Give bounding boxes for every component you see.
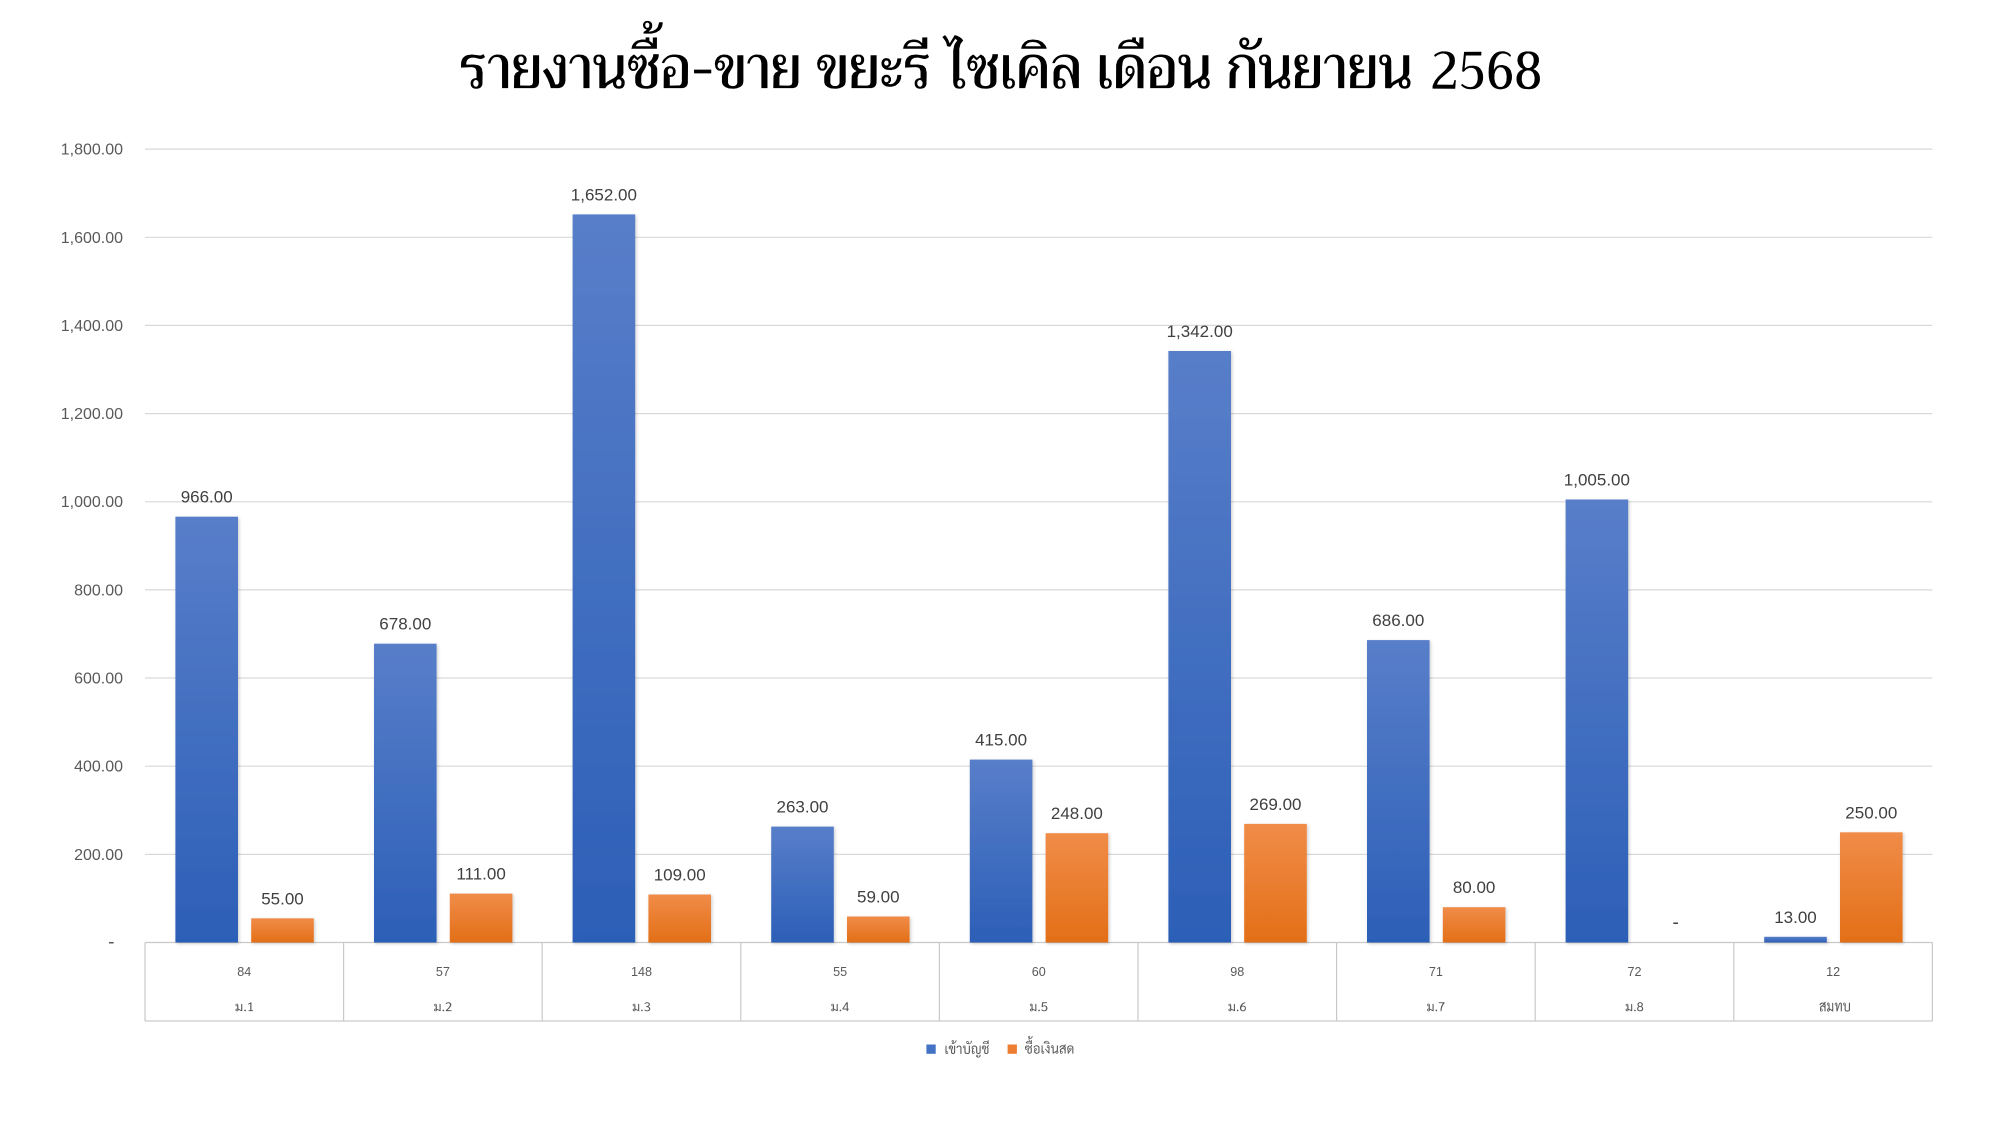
svg-text:59.00: 59.00 bbox=[857, 888, 900, 907]
svg-text:686.00: 686.00 bbox=[1372, 611, 1424, 630]
svg-text:1,342.00: 1,342.00 bbox=[1167, 322, 1233, 341]
svg-text:250.00: 250.00 bbox=[1845, 803, 1897, 822]
svg-text:84: 84 bbox=[237, 965, 251, 979]
svg-text:109.00: 109.00 bbox=[654, 866, 706, 885]
svg-text:263.00: 263.00 bbox=[777, 798, 829, 817]
svg-text:1,005.00: 1,005.00 bbox=[1564, 471, 1630, 490]
svg-text:1,800.00: 1,800.00 bbox=[61, 142, 123, 159]
svg-text:12: 12 bbox=[1826, 965, 1840, 979]
svg-text:111.00: 111.00 bbox=[456, 865, 505, 884]
svg-text:269.00: 269.00 bbox=[1250, 795, 1302, 814]
svg-text:248.00: 248.00 bbox=[1051, 804, 1103, 823]
svg-text:1,652.00: 1,652.00 bbox=[571, 185, 637, 204]
svg-text:98: 98 bbox=[1230, 965, 1244, 979]
svg-text:71: 71 bbox=[1429, 965, 1443, 979]
svg-text:200.00: 200.00 bbox=[74, 847, 123, 864]
svg-text:13.00: 13.00 bbox=[1774, 908, 1817, 927]
svg-text:1,600.00: 1,600.00 bbox=[61, 230, 123, 247]
svg-text:400.00: 400.00 bbox=[74, 759, 123, 776]
svg-text:-: - bbox=[1673, 913, 1679, 934]
svg-text:415.00: 415.00 bbox=[975, 731, 1027, 750]
svg-text:57: 57 bbox=[436, 965, 450, 979]
svg-text:1,400.00: 1,400.00 bbox=[61, 318, 123, 335]
svg-text:72: 72 bbox=[1627, 965, 1641, 979]
svg-text:80.00: 80.00 bbox=[1453, 878, 1496, 897]
svg-text:1,000.00: 1,000.00 bbox=[61, 494, 123, 511]
svg-text:600.00: 600.00 bbox=[74, 671, 123, 688]
svg-text:1,200.00: 1,200.00 bbox=[61, 406, 123, 423]
svg-text:55: 55 bbox=[833, 965, 847, 979]
svg-text:60: 60 bbox=[1032, 965, 1046, 979]
svg-text:-: - bbox=[108, 932, 114, 953]
svg-text:800.00: 800.00 bbox=[74, 582, 123, 599]
svg-text:966.00: 966.00 bbox=[181, 488, 233, 507]
svg-text:148: 148 bbox=[631, 965, 652, 979]
svg-text:55.00: 55.00 bbox=[261, 889, 304, 908]
svg-text:678.00: 678.00 bbox=[379, 615, 431, 634]
